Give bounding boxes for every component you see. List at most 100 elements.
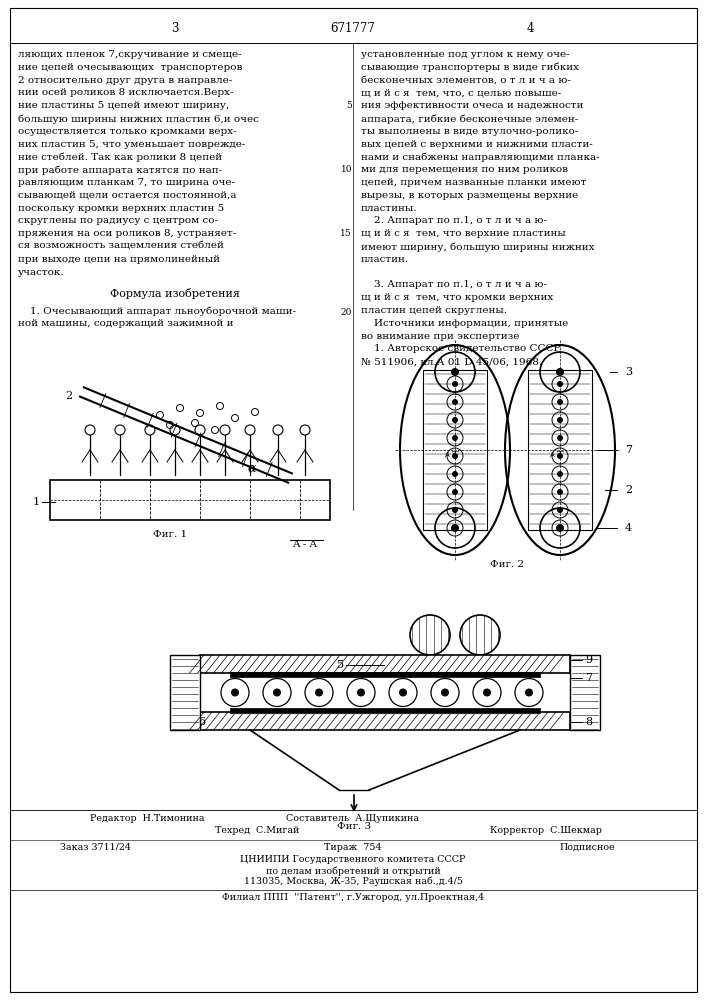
Circle shape [525, 688, 533, 696]
Circle shape [557, 435, 563, 441]
Circle shape [452, 453, 458, 459]
Text: 10: 10 [341, 165, 352, 174]
Circle shape [557, 453, 563, 459]
Circle shape [452, 417, 458, 423]
Text: нии осей роликов 8 исключается.Верх-: нии осей роликов 8 исключается.Верх- [18, 88, 233, 97]
Text: Источники информации, принятые: Источники информации, принятые [361, 319, 568, 328]
Bar [200, 712, 570, 730]
Text: Фиг. 1: Фиг. 1 [153, 530, 187, 539]
Text: 671777: 671777 [331, 22, 375, 35]
Text: A: A [445, 452, 450, 458]
Circle shape [273, 688, 281, 696]
Circle shape [452, 435, 458, 441]
Text: ной машины, содержащий зажимной и: ной машины, содержащий зажимной и [18, 319, 233, 328]
Circle shape [451, 524, 459, 532]
Text: бесконечных элементов, о т л и ч а ю-: бесконечных элементов, о т л и ч а ю- [361, 76, 571, 85]
Text: ты выполнены в виде втулочно-ролико-: ты выполнены в виде втулочно-ролико- [361, 127, 578, 136]
Bar [423, 370, 487, 530]
Text: пластин цепей скруглены.: пластин цепей скруглены. [361, 306, 507, 315]
Circle shape [399, 688, 407, 696]
Text: Составитель  А.Щупикина: Составитель А.Щупикина [286, 814, 419, 823]
Text: Подписное: Подписное [560, 843, 616, 852]
Text: Фиг. 2: Фиг. 2 [490, 560, 524, 569]
Text: Формула изобретения: Формула изобретения [110, 288, 240, 299]
Text: Корректор  С.Шекмар: Корректор С.Шекмар [490, 826, 602, 835]
Circle shape [557, 399, 563, 405]
Text: аппарата, гибкие бесконечные элемен-: аппарата, гибкие бесконечные элемен- [361, 114, 578, 123]
Bar [230, 672, 540, 677]
Text: A: A [549, 452, 554, 458]
Text: установленные под углом к нему оче-: установленные под углом к нему оче- [361, 50, 570, 59]
Circle shape [231, 688, 239, 696]
Text: ЦНИИПИ Государственного комитета СССР: ЦНИИПИ Государственного комитета СССР [240, 855, 466, 864]
Circle shape [557, 525, 563, 531]
Circle shape [357, 688, 365, 696]
Circle shape [452, 489, 458, 495]
Text: скруглены по радиусу с центром со-: скруглены по радиусу с центром со- [18, 216, 218, 225]
Text: 1: 1 [33, 497, 40, 507]
Text: вырезы, в которых размещены верхние: вырезы, в которых размещены верхние [361, 191, 578, 200]
Text: 3: 3 [171, 22, 179, 35]
Text: 2: 2 [65, 391, 72, 401]
Circle shape [557, 489, 563, 495]
Circle shape [452, 525, 458, 531]
Text: Тираж  754: Тираж 754 [325, 843, 382, 852]
Text: вых цепей с верхними и нижними пласти-: вых цепей с верхними и нижними пласти- [361, 140, 592, 149]
Text: Заказ 3711/24: Заказ 3711/24 [60, 843, 131, 852]
Text: сывающие транспортеры в виде гибких: сывающие транспортеры в виде гибких [361, 63, 579, 72]
Text: поскольку кромки верхних пластин 5: поскольку кромки верхних пластин 5 [18, 204, 224, 213]
Circle shape [315, 688, 323, 696]
Text: 1. Авторское свидетельство СССР: 1. Авторское свидетельство СССР [361, 344, 561, 353]
Bar [170, 655, 200, 730]
Text: 20: 20 [341, 308, 352, 317]
Text: осуществляется только кромками верх-: осуществляется только кромками верх- [18, 127, 237, 136]
Text: 1. Очесывающий аппарат льноуборочной маши-: 1. Очесывающий аппарат льноуборочной маш… [30, 306, 296, 316]
Text: Фиг. 3: Фиг. 3 [337, 822, 371, 831]
Text: Филиал ППП  ''Патент'', г.Ужгород, ул.Проектная,4: Филиал ППП ''Патент'', г.Ужгород, ул.Про… [222, 893, 484, 902]
Circle shape [557, 381, 563, 387]
Text: цепей, причем названные планки имеют: цепей, причем названные планки имеют [361, 178, 586, 187]
Text: пластин.: пластин. [361, 255, 409, 264]
Text: α: α [247, 462, 256, 475]
Text: 2. Аппарат по п.1, о т л и ч а ю-: 2. Аппарат по п.1, о т л и ч а ю- [361, 216, 547, 225]
Text: щ и й с я  тем, что кромки верхних: щ и й с я тем, что кромки верхних [361, 293, 554, 302]
Text: 3: 3 [625, 367, 632, 377]
Circle shape [557, 417, 563, 423]
Bar [230, 708, 540, 713]
Bar [50, 480, 330, 520]
Text: большую ширины нижних пластин 6,и очес: большую ширины нижних пластин 6,и очес [18, 114, 259, 123]
Text: ние цепей очесывающих  транспортеров: ние цепей очесывающих транспортеров [18, 63, 243, 72]
Text: пряжения на оси роликов 8, устраняет-: пряжения на оси роликов 8, устраняет- [18, 229, 236, 238]
Circle shape [452, 381, 458, 387]
Text: ся возможность защемления стеблей: ся возможность защемления стеблей [18, 242, 224, 251]
Text: них пластин 5, что уменьшает поврежде-: них пластин 5, что уменьшает поврежде- [18, 140, 245, 149]
Text: A - A: A - A [293, 540, 317, 549]
Text: ния эффективности очеса и надежности: ния эффективности очеса и надежности [361, 101, 583, 110]
Text: 2: 2 [625, 485, 632, 495]
Text: 8: 8 [585, 717, 592, 727]
Circle shape [452, 471, 458, 477]
Bar [528, 370, 592, 530]
Text: нами и снабжены направляющими планка-: нами и снабжены направляющими планка- [361, 152, 600, 162]
Text: 15: 15 [340, 229, 352, 238]
Text: при работе аппарата катятся по нап-: при работе аппарата катятся по нап- [18, 165, 222, 175]
Text: равляющим планкам 7, то ширина оче-: равляющим планкам 7, то ширина оче- [18, 178, 235, 187]
Text: T: T [452, 450, 458, 460]
Bar [570, 655, 600, 730]
Text: щ и й с я  тем, что, с целью повыше-: щ и й с я тем, что, с целью повыше- [361, 88, 561, 97]
Circle shape [452, 507, 458, 513]
Text: T: T [556, 450, 563, 460]
Circle shape [483, 688, 491, 696]
Text: 2 относительно друг друга в направле-: 2 относительно друг друга в направле- [18, 76, 233, 85]
Circle shape [557, 471, 563, 477]
Text: 5: 5 [337, 660, 344, 670]
Text: имеют ширину, большую ширины нижних: имеют ширину, большую ширины нижних [361, 242, 595, 251]
Text: 113035, Москва, Ж-35, Раушская наб.,д.4/5: 113035, Москва, Ж-35, Раушская наб.,д.4/… [243, 877, 462, 886]
Text: участок.: участок. [18, 268, 64, 277]
Circle shape [556, 368, 564, 376]
Circle shape [452, 399, 458, 405]
Text: во внимание при экспертизе: во внимание при экспертизе [361, 332, 520, 341]
Text: Техред  С.Мигай: Техред С.Мигай [215, 826, 299, 835]
Text: 4: 4 [526, 22, 534, 35]
Circle shape [556, 524, 564, 532]
